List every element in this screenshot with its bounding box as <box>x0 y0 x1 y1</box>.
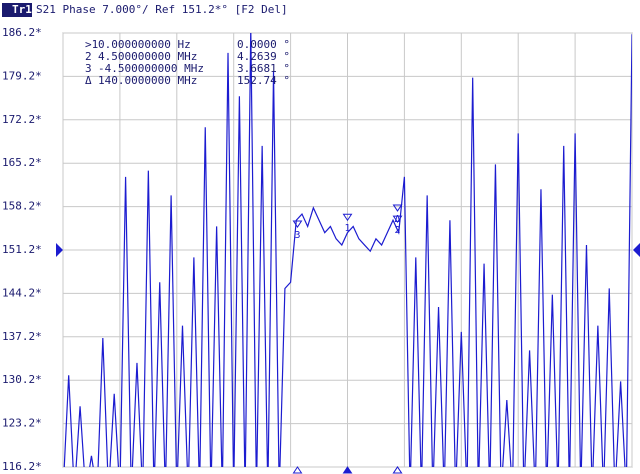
trace-marker-label: Δ <box>394 214 400 225</box>
marker-response: 4.2639 ° <box>237 50 290 63</box>
y-tick-label: 158.2* <box>2 200 42 213</box>
trace-marker <box>292 220 303 228</box>
y-tick-label: 123.2* <box>2 417 42 430</box>
trace-tag[interactable]: Tr1 <box>12 3 32 16</box>
trace-marker <box>392 215 403 224</box>
active-trace-arrow <box>2 3 10 17</box>
marker-id: Δ <box>85 74 92 87</box>
y-tick-label: 165.2* <box>2 156 42 169</box>
marker-stimulus: 140.0000000 MHz <box>98 74 197 87</box>
marker-response: 3.6681 ° <box>237 62 290 75</box>
trace-marker-label: 3 <box>294 230 300 241</box>
axis-marker <box>292 466 303 474</box>
trace-marker-label: 1 <box>344 223 350 234</box>
y-tick-label: 172.2* <box>2 113 42 126</box>
y-tick-label: 137.2* <box>2 330 42 343</box>
ref-level-marker <box>633 243 640 257</box>
marker-id: 3 <box>85 62 92 75</box>
y-tick-label: 130.2* <box>2 373 42 386</box>
y-tick-label: 186.2* <box>2 26 42 39</box>
marker-stimulus: -4.500000000 MHz <box>98 62 204 75</box>
trace-marker <box>342 213 353 222</box>
y-tick-label: 116.2* <box>2 460 42 473</box>
marker-response: 152.74 ° <box>237 74 290 87</box>
marker-response: 0.0000 ° <box>237 38 290 51</box>
trace-line <box>63 33 632 467</box>
marker-id: >1 <box>85 38 98 51</box>
trace-marker <box>392 204 403 212</box>
marker-stimulus: 4.500000000 MHz <box>98 50 197 63</box>
marker-id: 2 <box>85 50 92 63</box>
axis-marker <box>392 466 403 474</box>
y-tick-label: 179.2* <box>2 69 42 82</box>
axis-marker <box>342 466 353 474</box>
marker-stimulus: 0.000000000 Hz <box>98 38 191 51</box>
y-tick-label: 144.2* <box>2 286 42 299</box>
trace-tag-box[interactable] <box>10 3 32 17</box>
ref-level-marker <box>56 243 63 257</box>
trace-marker-label: 2 <box>394 225 400 236</box>
y-tick-label: 151.2* <box>2 243 42 256</box>
chart-title: S21 Phase 7.000°/ Ref 151.2*° [F2 Del] <box>36 3 288 16</box>
